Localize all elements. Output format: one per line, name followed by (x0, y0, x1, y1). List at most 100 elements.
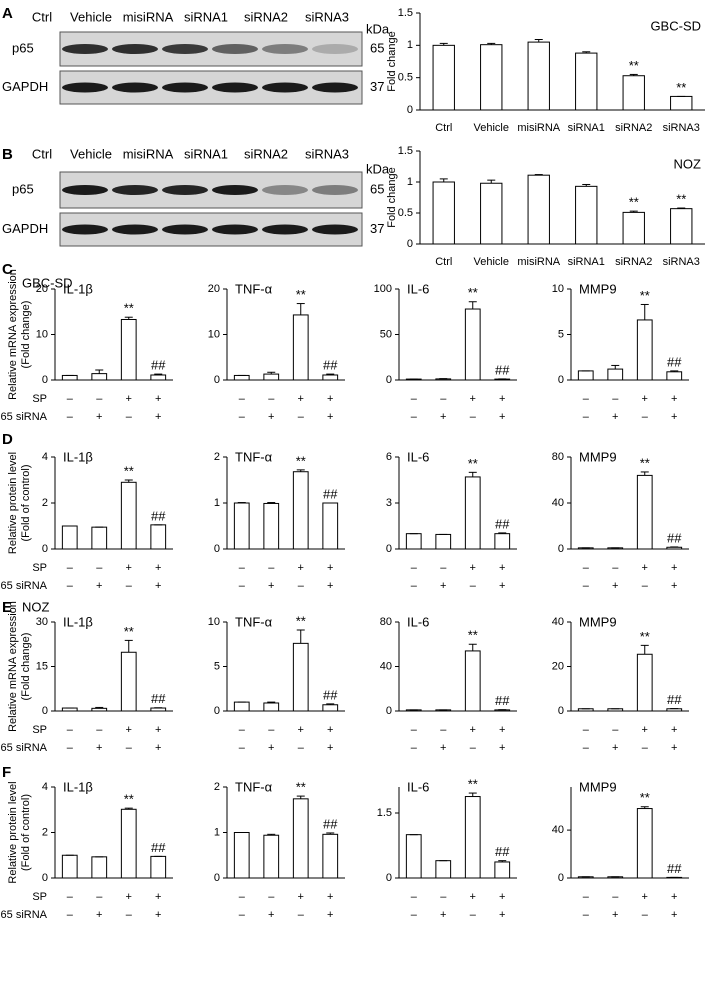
bar (322, 502, 339, 550)
y-tick-label: 40 (552, 616, 564, 628)
chart-title: GBC-SD (650, 18, 701, 33)
bar (150, 374, 167, 381)
y-tick-label: 15 (36, 660, 48, 672)
bar (636, 319, 653, 381)
treatment-sign: + (155, 742, 161, 754)
bar (233, 502, 250, 550)
treatment-sign: + (327, 562, 333, 574)
y-tick-label: 0 (214, 872, 220, 884)
significance-label: ** (296, 613, 306, 628)
y-tick-label: 4 (42, 451, 48, 463)
treatment-sign: + (499, 562, 505, 574)
bar (636, 653, 653, 712)
treatment-sign: + (298, 562, 304, 574)
bar (432, 44, 455, 111)
significance-label: ** (296, 780, 306, 795)
treatment-sign: + (671, 891, 677, 903)
y-tick-label: 0 (214, 543, 220, 555)
treatment-sign: – (583, 909, 590, 921)
treatment-sign: + (327, 580, 333, 592)
bar (666, 371, 683, 381)
treatment-sign: – (411, 742, 418, 754)
treatment-sign: + (327, 909, 333, 921)
significance-label: ## (667, 692, 682, 707)
x-tick-label: siRNA1 (568, 256, 605, 268)
bar (670, 95, 693, 111)
treatment-label: p65 siRNA (0, 411, 48, 423)
treatment-sign: – (583, 562, 590, 574)
lane-label: siRNA2 (244, 9, 288, 24)
treatment-sign: + (155, 909, 161, 921)
significance-label: ** (468, 628, 478, 643)
blot-row-label: GAPDH (2, 221, 48, 236)
treatment-sign: + (671, 393, 677, 405)
treatment-sign: – (411, 891, 418, 903)
chart-title: IL-1β (63, 281, 93, 296)
bar (607, 368, 624, 381)
treatment-sign: – (298, 411, 305, 423)
y-tick-label: 3 (386, 497, 392, 509)
x-tick-label: siRNA3 (663, 122, 700, 134)
y-tick-label: 6 (386, 451, 392, 463)
y-tick-label: 40 (552, 824, 564, 836)
treatment-sign: – (67, 909, 74, 921)
bar (636, 474, 653, 550)
significance-label: ## (667, 861, 682, 876)
x-tick-label: Ctrl (435, 122, 452, 134)
bar (666, 708, 683, 712)
bar (61, 854, 78, 879)
lane-label: Ctrl (32, 146, 52, 161)
bar (120, 318, 137, 381)
y-tick-label: 0 (42, 374, 48, 386)
panel-label: C (2, 261, 13, 278)
blot-band (162, 185, 208, 195)
y-tick-label: 2 (42, 826, 48, 838)
kda-label: 37 (370, 79, 384, 94)
treatment-sign: + (96, 742, 102, 754)
bar (464, 476, 481, 550)
treatment-sign: – (470, 909, 477, 921)
y-tick-label: 1 (214, 497, 220, 509)
treatment-sign: – (583, 724, 590, 736)
chart-title: NOZ (674, 156, 702, 171)
bar (405, 834, 422, 879)
treatment-sign: + (671, 742, 677, 754)
bar (292, 642, 309, 712)
significance-label: ** (124, 301, 134, 316)
significance-label: ## (667, 530, 682, 545)
treatment-sign: – (583, 580, 590, 592)
y-axis-label: (Fold of control) (20, 464, 32, 541)
significance-label: ## (495, 693, 510, 708)
treatment-sign: – (411, 411, 418, 423)
blot-band (112, 224, 158, 235)
treatment-sign: – (583, 411, 590, 423)
treatment-sign: – (96, 562, 103, 574)
treatment-sign: + (327, 891, 333, 903)
treatment-sign: + (612, 909, 618, 921)
bar (91, 856, 108, 879)
treatment-sign: + (440, 742, 446, 754)
lane-label: siRNA1 (184, 146, 228, 161)
bar (527, 174, 550, 245)
chart-title: MMP9 (579, 281, 617, 296)
bar (263, 373, 280, 381)
y-tick-label: 1.5 (398, 145, 413, 157)
significance-label: ** (640, 455, 650, 470)
treatment-sign: + (298, 393, 304, 405)
treatment-label: SP (32, 724, 47, 736)
y-tick-label: 0 (558, 705, 564, 717)
significance-label: ## (323, 486, 338, 501)
treatment-sign: – (642, 742, 649, 754)
treatment-sign: – (239, 562, 246, 574)
y-tick-label: 0 (386, 543, 392, 555)
bar (622, 211, 645, 245)
significance-label: ** (124, 792, 134, 807)
bar (405, 533, 422, 550)
treatment-sign: – (67, 742, 74, 754)
treatment-sign: + (470, 562, 476, 574)
significance-label: ## (323, 816, 338, 831)
treatment-sign: – (440, 562, 447, 574)
x-tick-label: misiRNA (517, 122, 560, 134)
treatment-sign: + (268, 909, 274, 921)
kda-label: 65 (370, 40, 384, 55)
